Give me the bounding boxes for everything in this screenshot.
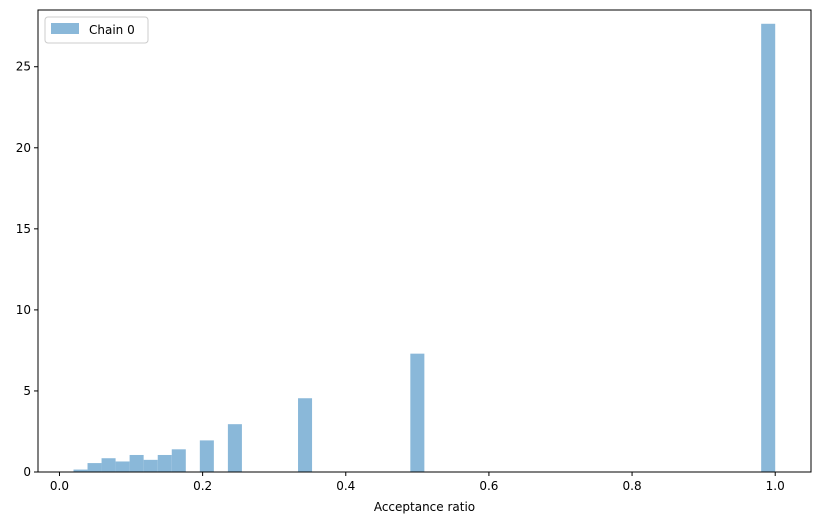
y-tick-label: 20 — [16, 141, 31, 155]
histogram-bar — [199, 440, 214, 472]
histogram-bar — [129, 454, 144, 472]
x-tick-label: 0.8 — [623, 479, 642, 493]
histogram-bar — [143, 459, 158, 472]
histogram-bars — [73, 23, 776, 473]
x-axis-ticks: 0.0 0.2 0.4 0.6 0.8 1.0 — [50, 472, 785, 493]
y-tick-label: 25 — [16, 60, 31, 74]
x-tick-label: 1.0 — [766, 479, 785, 493]
histogram-bar — [87, 463, 102, 472]
x-tick-label: 0.2 — [193, 479, 212, 493]
legend-swatch-chain-0 — [51, 23, 79, 34]
histogram-bar — [171, 449, 186, 472]
legend-label-chain-0: Chain 0 — [89, 23, 135, 37]
y-axis-ticks: 0 5 10 15 20 25 — [16, 60, 38, 479]
y-tick-label: 0 — [23, 465, 31, 479]
histogram-bar — [227, 424, 242, 472]
histogram-bar — [410, 353, 425, 472]
histogram-bar — [73, 469, 88, 472]
histogram-bar — [761, 23, 776, 473]
y-tick-label: 10 — [16, 303, 31, 317]
x-tick-label: 0.4 — [336, 479, 355, 493]
histogram-bar — [101, 458, 116, 472]
histogram-bar — [298, 398, 313, 472]
y-tick-label: 15 — [16, 222, 31, 236]
x-tick-label: 0.0 — [50, 479, 69, 493]
x-tick-label: 0.6 — [479, 479, 498, 493]
plot-frame — [37, 9, 812, 473]
histogram-bar — [115, 461, 130, 472]
histogram-bar — [157, 454, 172, 472]
legend: Chain 0 — [44, 16, 149, 44]
y-tick-label: 5 — [23, 384, 31, 398]
x-axis-label: Acceptance ratio — [374, 500, 475, 514]
